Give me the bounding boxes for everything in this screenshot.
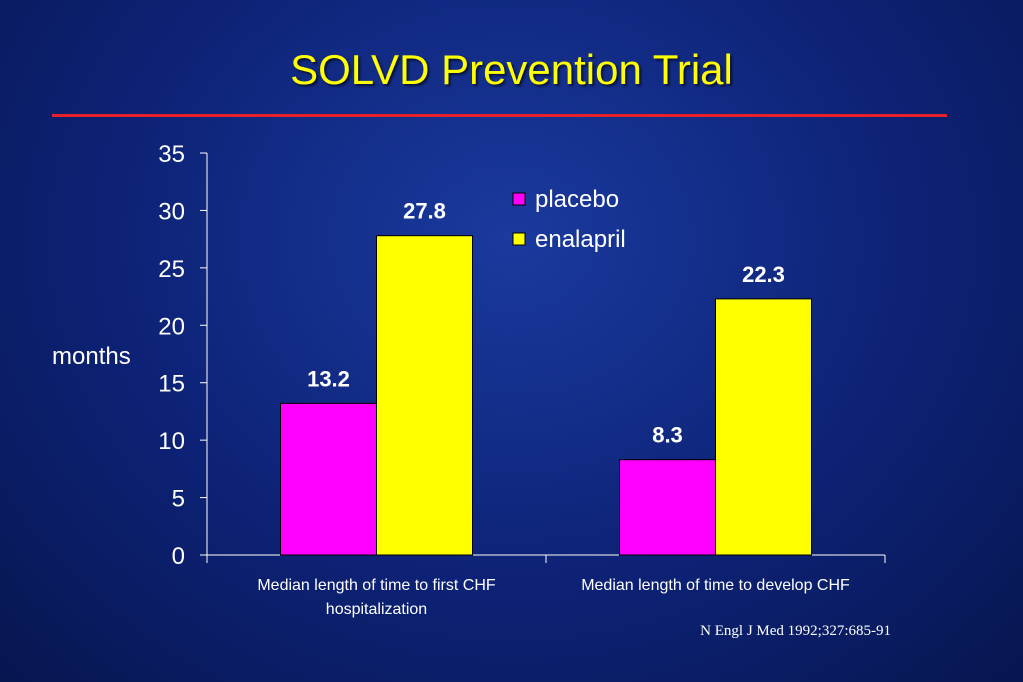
y-tick-label: 35 xyxy=(158,141,185,168)
legend-swatch-placebo xyxy=(512,192,526,206)
bar-enalapril-2 xyxy=(715,298,812,556)
y-tick-label: 10 xyxy=(158,428,185,455)
chart-legend: placebo enalapril xyxy=(512,186,626,253)
legend-label-enalapril: enalapril xyxy=(535,226,626,253)
data-label: 27.8 xyxy=(403,199,446,224)
chart-bars xyxy=(280,235,812,556)
y-tick-label: 15 xyxy=(158,371,185,398)
y-axis-label: months xyxy=(52,343,131,370)
slide-title: SOLVD Prevention Trial xyxy=(290,46,733,93)
legend-swatch-enalapril xyxy=(512,232,526,246)
x-category-label: Median length of time to first CHF xyxy=(257,577,496,594)
bar-placebo-1 xyxy=(280,402,377,556)
title-divider xyxy=(52,114,947,117)
y-tick-label: 20 xyxy=(158,313,185,340)
legend-label-placebo: placebo xyxy=(535,186,619,213)
y-tick-label: 30 xyxy=(158,198,185,225)
chart-labels: 13.2 27.8 Median length of time to first C… xyxy=(257,199,850,618)
y-tick-label: 5 xyxy=(172,486,185,513)
x-category-label: hospitalization xyxy=(326,601,427,618)
data-label: 13.2 xyxy=(307,366,350,391)
x-category-label: Median length of time to develop CHF xyxy=(581,577,850,594)
bar-placebo-2 xyxy=(619,459,716,556)
y-tick-label: 25 xyxy=(158,256,185,283)
citation: N Engl J Med 1992;327:685-91 xyxy=(700,623,891,639)
y-tick-label: 0 xyxy=(172,543,185,570)
data-label: 8.3 xyxy=(652,423,683,448)
bar-enalapril-1 xyxy=(376,235,473,556)
data-label: 22.3 xyxy=(742,262,785,287)
